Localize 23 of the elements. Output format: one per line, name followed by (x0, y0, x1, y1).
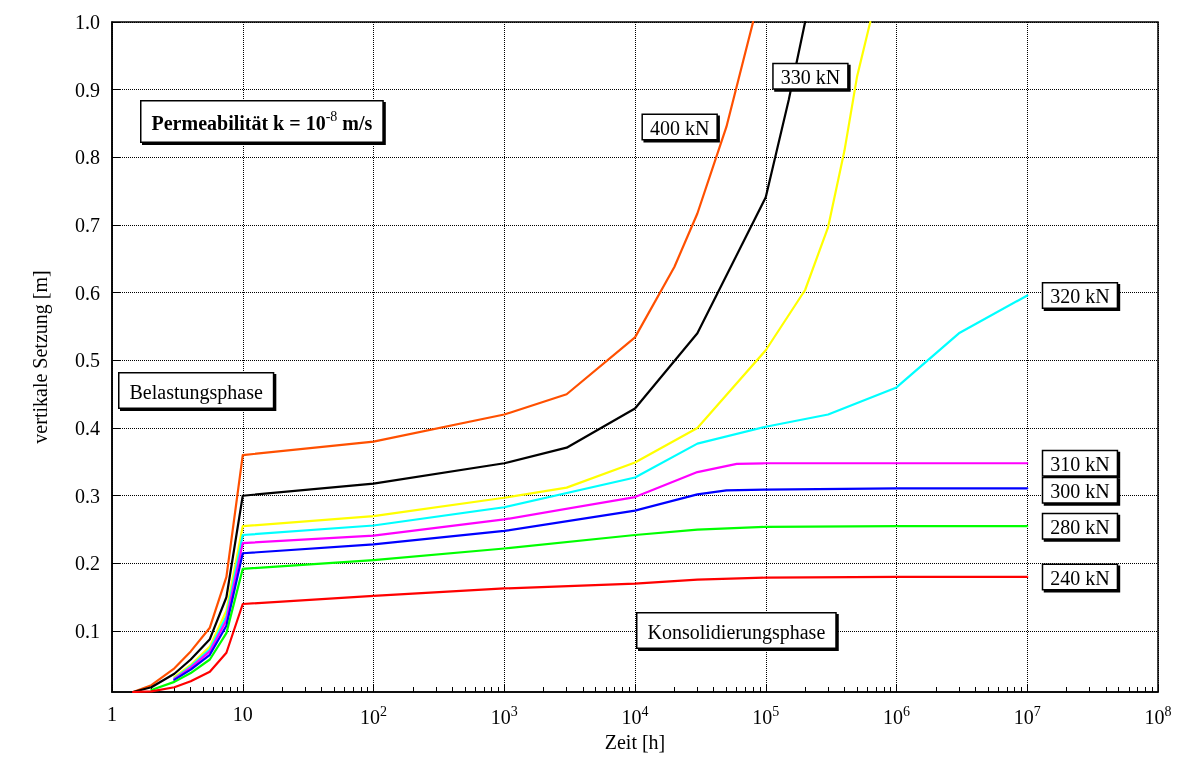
series-label: 400 kN (649, 116, 710, 139)
y-tick-label: 0.6 (75, 281, 100, 304)
series-label: 240 kN (1050, 566, 1110, 589)
y-tick-label: 0.1 (75, 620, 100, 643)
y-tick-label: 1.0 (75, 11, 100, 33)
y-tick-label: 0.9 (75, 78, 100, 101)
series-label: 300 kN (1050, 480, 1110, 503)
y-tick-label: 0.8 (75, 146, 100, 169)
y-tick-label: 0.4 (75, 417, 100, 440)
x-axis-title: Zeit [h] (604, 731, 666, 753)
y-tick-label: 0.3 (75, 484, 100, 507)
y-tick-label: 0.5 (75, 349, 100, 372)
y-tick-label: 0.7 (75, 214, 100, 237)
x-tick-label: 1 (107, 703, 117, 725)
annotation: Konsolidierungsphase (647, 620, 826, 644)
annotation: Belastungsphase (129, 380, 263, 404)
series-label: 320 kN (1050, 285, 1110, 308)
y-axis-title: vertikale Setzung [m] (29, 270, 52, 444)
x-tick-label: 10 (232, 703, 253, 725)
series-label: 280 kN (1050, 516, 1110, 539)
y-tick-label: 0.2 (75, 552, 100, 575)
series-label: 330 kN (780, 66, 841, 89)
series-label: 310 kN (1050, 453, 1110, 476)
